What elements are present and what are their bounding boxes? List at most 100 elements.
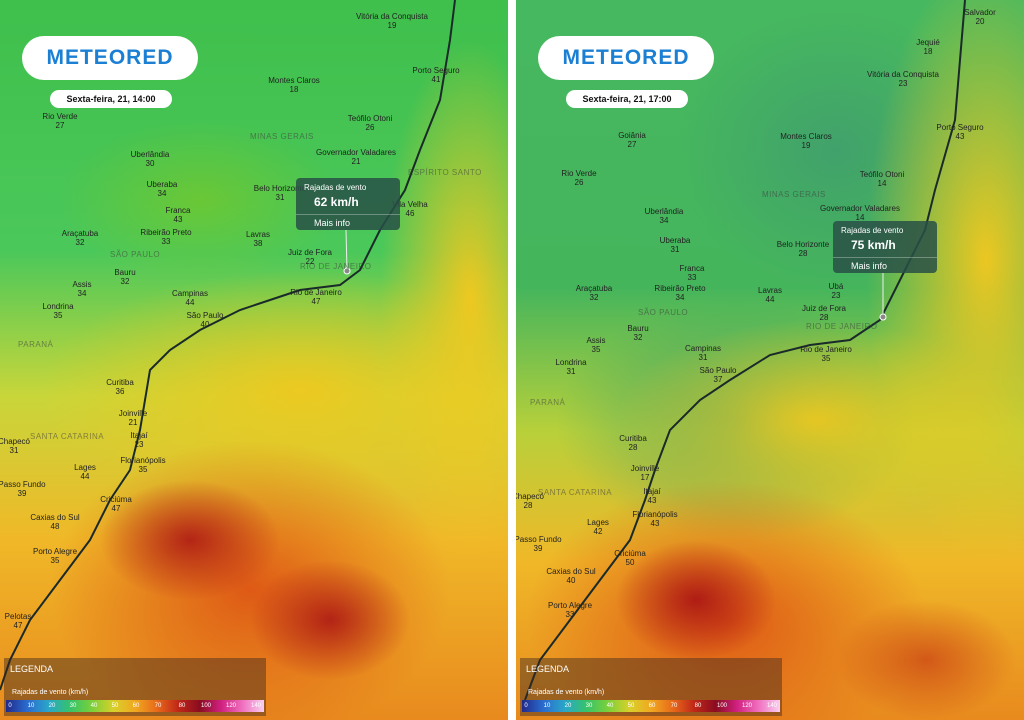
legend-tick: 140: [766, 703, 778, 709]
city-name: Vila Velha: [392, 200, 428, 209]
city-label: Lages 44: [74, 463, 96, 481]
city-name: Rio Verde: [42, 112, 78, 121]
city-label: Passo Fundo 39: [516, 535, 562, 553]
city-gust: 22: [305, 257, 315, 266]
city-label: Franca 33: [680, 264, 705, 282]
city-gust: 31: [566, 367, 576, 376]
more-info-link[interactable]: Mais info: [833, 257, 937, 273]
city-label: Londrina 31: [555, 358, 586, 376]
city-name: Florianópolis: [632, 510, 678, 519]
city-label: Montes Claros 18: [268, 76, 320, 94]
city-label: Franca 43: [166, 206, 191, 224]
city-name: Ribeirão Preto: [654, 284, 706, 293]
city-gust: 43: [647, 496, 657, 505]
city-name: Lages: [587, 518, 609, 527]
city-gust: 39: [17, 489, 27, 498]
region-label: SANTA CATARINA: [538, 488, 613, 497]
city-gust: 19: [801, 141, 811, 150]
legend-label: Rajadas de vento (km/h): [528, 689, 605, 696]
city-gust: 14: [877, 179, 887, 188]
popup-title: Rajadas de vento: [304, 183, 367, 192]
city-label: Uberaba 34: [147, 180, 178, 198]
city-gust: 48: [50, 522, 60, 531]
city-gust: 43: [173, 215, 183, 224]
city-label: Lavras 44: [758, 286, 782, 304]
legend-tick: 0: [524, 703, 528, 709]
city-name: Florianópolis: [120, 456, 166, 465]
city-gust: 36: [115, 387, 125, 396]
city-label: Goiânia 27: [618, 131, 646, 149]
coastline-layer: [524, 0, 966, 701]
city-gust: 17: [640, 473, 650, 482]
city-name: Vitória da Conquista: [356, 12, 428, 21]
city-gust: 42: [593, 527, 603, 536]
city-name: Uberlândia: [644, 207, 684, 216]
city-name: Porto Alegre: [32, 547, 78, 556]
city-name: Caxias do Sul: [30, 513, 80, 522]
city-name: Criciúma: [614, 549, 646, 558]
city-gust: 32: [633, 333, 643, 342]
city-label: Campinas 31: [685, 344, 721, 362]
city-name: Criciúma: [100, 495, 132, 504]
city-name: Curitiba: [106, 378, 134, 387]
city-name: Araçatuba: [575, 284, 613, 293]
city-name: Campinas: [171, 289, 209, 298]
city-name: Porto Seguro: [412, 66, 460, 75]
legend: LEGENDA Rajadas de vento (km/h) 0 10 20 30 40 5…: [4, 658, 266, 716]
legend-tick: 100: [200, 703, 212, 709]
map-panel: MINAS GERAIS RIO DE JANEIRO SÃO PAULO PARAN…: [516, 0, 1024, 720]
city-label: Caxias do Sul 40: [546, 567, 595, 585]
city-gust: 41: [431, 75, 441, 84]
city-gust: 19: [387, 21, 397, 30]
legend-tick: 30: [585, 703, 593, 709]
popup-value: 62 km/h: [314, 195, 359, 209]
legend-tick: 80: [178, 703, 186, 709]
location-pin: [879, 313, 887, 321]
city-label: Teófilo Otoni 14: [860, 170, 904, 188]
city-gust: 35: [591, 345, 601, 354]
city-label: Itajaí 43: [643, 487, 660, 505]
city-name: Porto Alegre: [547, 601, 593, 610]
city-label: Araçatuba 32: [62, 229, 98, 247]
legend-tick: 20: [564, 703, 572, 709]
city-name: Salvador: [964, 8, 996, 17]
city-gust: 39: [533, 544, 543, 553]
legend-tick: 60: [132, 703, 140, 709]
city-label: Governador Valadares 14: [820, 204, 900, 222]
city-gust: 20: [975, 17, 985, 26]
city-gust: 34: [157, 189, 167, 198]
city-label: Uberaba 31: [660, 236, 691, 254]
region-label: MINAS GERAIS: [762, 190, 826, 199]
region-label: ESPÍRITO SANTO: [408, 168, 482, 177]
info-popup: Rajadas de vento 62 km/h Mais info: [296, 178, 400, 230]
city-label: Florianópolis 43: [632, 510, 677, 528]
city-name: Porto Seguro: [936, 123, 984, 132]
city-label: Florianópolis 35: [120, 456, 165, 474]
city-label: Juiz de Fora 22: [288, 248, 332, 266]
city-label: Uberlândia 30: [131, 150, 170, 168]
city-label: Curitiba 28: [619, 434, 647, 452]
city-name: Bauru: [627, 324, 649, 333]
city-name: Teófilo Otoni: [859, 170, 905, 179]
city-label: Curitiba 36: [106, 378, 134, 396]
more-info-link[interactable]: Mais info: [296, 214, 400, 230]
legend-tick: 100: [716, 703, 728, 709]
city-label: Pelotas 47: [5, 612, 32, 630]
city-label: Vitória da Conquista 23: [867, 70, 939, 88]
city-gust: 37: [713, 375, 723, 384]
city-label: Itajaí 23: [130, 431, 147, 449]
city-label: Porto Alegre 33: [548, 601, 592, 619]
time-label: Sexta-feira, 21, 14:00: [50, 90, 172, 108]
legend-tick: 50: [111, 703, 119, 709]
city-label: Ubá 23: [829, 282, 844, 300]
legend-tick: 140: [250, 703, 262, 709]
city-name: Londrina: [555, 358, 587, 367]
city-name: Londrina: [42, 302, 74, 311]
legend-colorbar: [522, 700, 780, 712]
city-gust: 35: [50, 556, 60, 565]
legend-tick: 120: [225, 703, 237, 709]
city-label: Vitória da Conquista 19: [356, 12, 428, 30]
city-name: Lavras: [757, 286, 783, 295]
city-gust: 32: [120, 277, 130, 286]
